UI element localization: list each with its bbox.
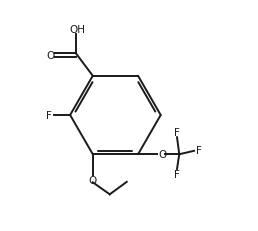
- Text: F: F: [196, 145, 202, 155]
- Text: OH: OH: [69, 25, 85, 35]
- Text: F: F: [46, 110, 52, 121]
- Text: F: F: [174, 169, 180, 179]
- Text: O: O: [46, 51, 54, 61]
- Text: O: O: [158, 150, 166, 160]
- Text: O: O: [89, 175, 97, 185]
- Text: F: F: [174, 128, 180, 138]
